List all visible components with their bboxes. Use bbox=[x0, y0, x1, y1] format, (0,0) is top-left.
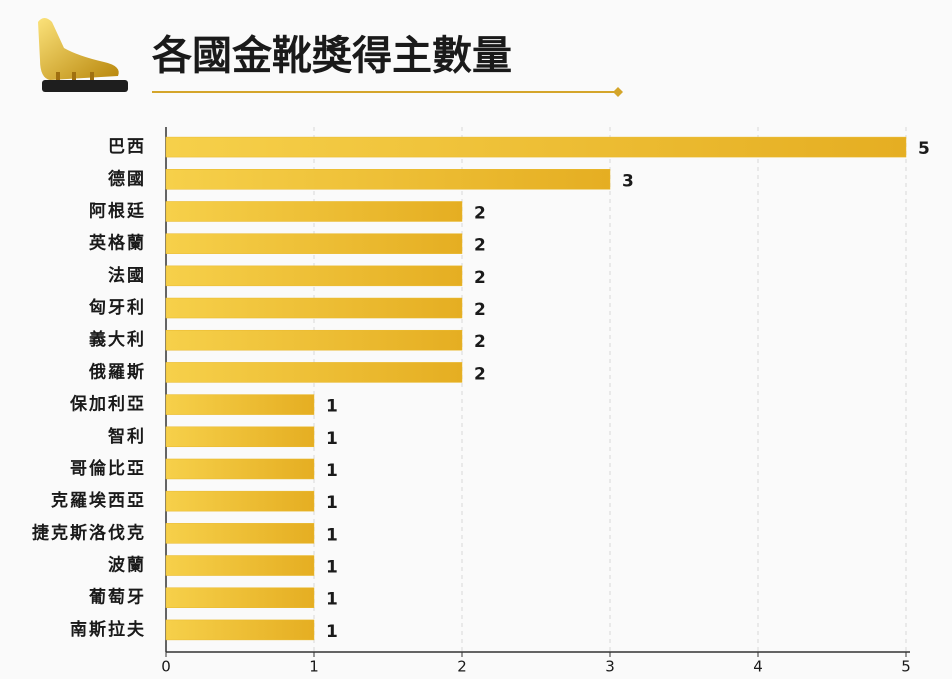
y-tick-label: 捷克斯洛伐克 bbox=[32, 522, 146, 543]
bar bbox=[165, 619, 315, 641]
x-tick-label: 3 bbox=[605, 658, 615, 676]
bar bbox=[165, 555, 315, 576]
value-label: 1 bbox=[326, 590, 338, 610]
value-label: 1 bbox=[326, 461, 338, 481]
y-tick-label: 匈牙利 bbox=[88, 297, 146, 318]
value-label: 2 bbox=[474, 364, 486, 384]
y-tick-label: 義大利 bbox=[89, 329, 146, 350]
bar bbox=[165, 394, 315, 415]
bar bbox=[165, 136, 907, 158]
bar bbox=[165, 233, 463, 254]
value-label: 1 bbox=[326, 525, 338, 545]
y-tick-label: 南斯拉夫 bbox=[70, 619, 146, 640]
value-label: 1 bbox=[326, 397, 338, 417]
trophy-icon bbox=[38, 18, 128, 92]
y-tick-label: 阿根廷 bbox=[89, 200, 146, 221]
bar bbox=[165, 265, 463, 287]
y-tick-label: 俄羅斯 bbox=[88, 361, 146, 382]
bar bbox=[165, 523, 315, 544]
y-tick-label: 波蘭 bbox=[108, 555, 146, 576]
bar bbox=[165, 490, 315, 512]
bar bbox=[165, 169, 611, 190]
bar bbox=[165, 329, 463, 351]
value-label: 1 bbox=[326, 622, 338, 642]
bar bbox=[165, 201, 463, 222]
x-tick-label: 1 bbox=[309, 658, 319, 676]
x-tick-label: 4 bbox=[753, 658, 763, 676]
bar bbox=[165, 458, 315, 480]
bar bbox=[165, 297, 463, 319]
value-label: 1 bbox=[326, 558, 338, 578]
y-tick-label: 智利 bbox=[108, 426, 146, 447]
value-label: 2 bbox=[474, 268, 486, 288]
y-tick-label: 哥倫比亞 bbox=[70, 458, 146, 479]
y-tick-label: 法國 bbox=[108, 265, 146, 286]
y-tick-label: 葡萄牙 bbox=[88, 587, 146, 608]
x-tick-label: 5 bbox=[901, 658, 911, 676]
y-tick-label: 克羅埃西亞 bbox=[51, 490, 146, 511]
y-tick-label: 英格蘭 bbox=[89, 233, 146, 254]
bar bbox=[165, 587, 315, 608]
value-label: 5 bbox=[918, 139, 930, 159]
value-label: 2 bbox=[474, 300, 486, 320]
value-label: 2 bbox=[474, 203, 486, 223]
y-tick-label: 巴西 bbox=[108, 137, 146, 157]
value-label: 2 bbox=[474, 332, 486, 352]
x-tick-label: 0 bbox=[161, 658, 171, 676]
value-label: 2 bbox=[474, 236, 486, 256]
y-tick-label: 保加利亞 bbox=[69, 394, 146, 415]
y-tick-label: 德國 bbox=[108, 168, 146, 189]
value-label: 3 bbox=[622, 171, 634, 191]
bar bbox=[165, 362, 463, 383]
title-diamond bbox=[613, 87, 623, 97]
value-label: 1 bbox=[326, 493, 338, 513]
value-label: 1 bbox=[326, 429, 338, 449]
chart-title: 各國金靴獎得主數量 bbox=[152, 33, 512, 79]
bar bbox=[165, 426, 315, 448]
x-tick-label: 2 bbox=[457, 658, 467, 676]
